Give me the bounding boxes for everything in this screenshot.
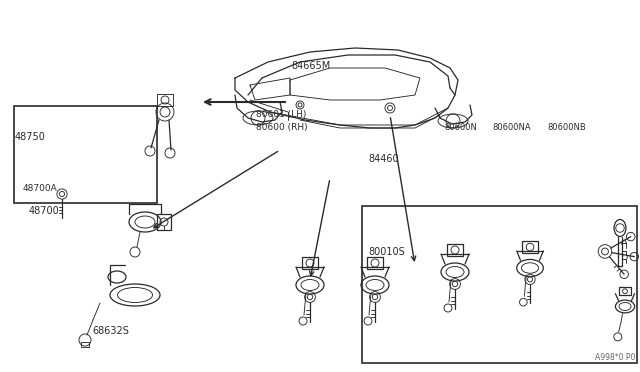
Text: 68632S: 68632S: [93, 326, 130, 336]
Bar: [302, 257, 318, 269]
Text: 80600NB: 80600NB: [547, 123, 586, 132]
Bar: [81, 342, 89, 347]
Text: A998*0 P0: A998*0 P0: [595, 353, 635, 362]
Text: 80600 (RH): 80600 (RH): [256, 123, 308, 132]
Text: 80600N: 80600N: [445, 123, 477, 132]
Bar: [447, 244, 463, 256]
Bar: [14, 106, 157, 203]
Bar: [620, 287, 630, 295]
Bar: [367, 257, 383, 269]
Text: 80601 (LH): 80601 (LH): [256, 110, 307, 119]
Text: 48700A: 48700A: [22, 184, 57, 193]
Text: 84460: 84460: [368, 154, 399, 164]
Text: 84665M: 84665M: [291, 61, 330, 71]
Text: 80600NA: 80600NA: [493, 123, 531, 132]
Bar: [157, 214, 171, 230]
Bar: [522, 241, 538, 253]
Bar: [157, 94, 173, 106]
Text: 80010S: 80010S: [368, 247, 404, 257]
Text: 48750: 48750: [14, 132, 45, 142]
Bar: [362, 206, 637, 363]
Text: 48700: 48700: [29, 206, 60, 217]
